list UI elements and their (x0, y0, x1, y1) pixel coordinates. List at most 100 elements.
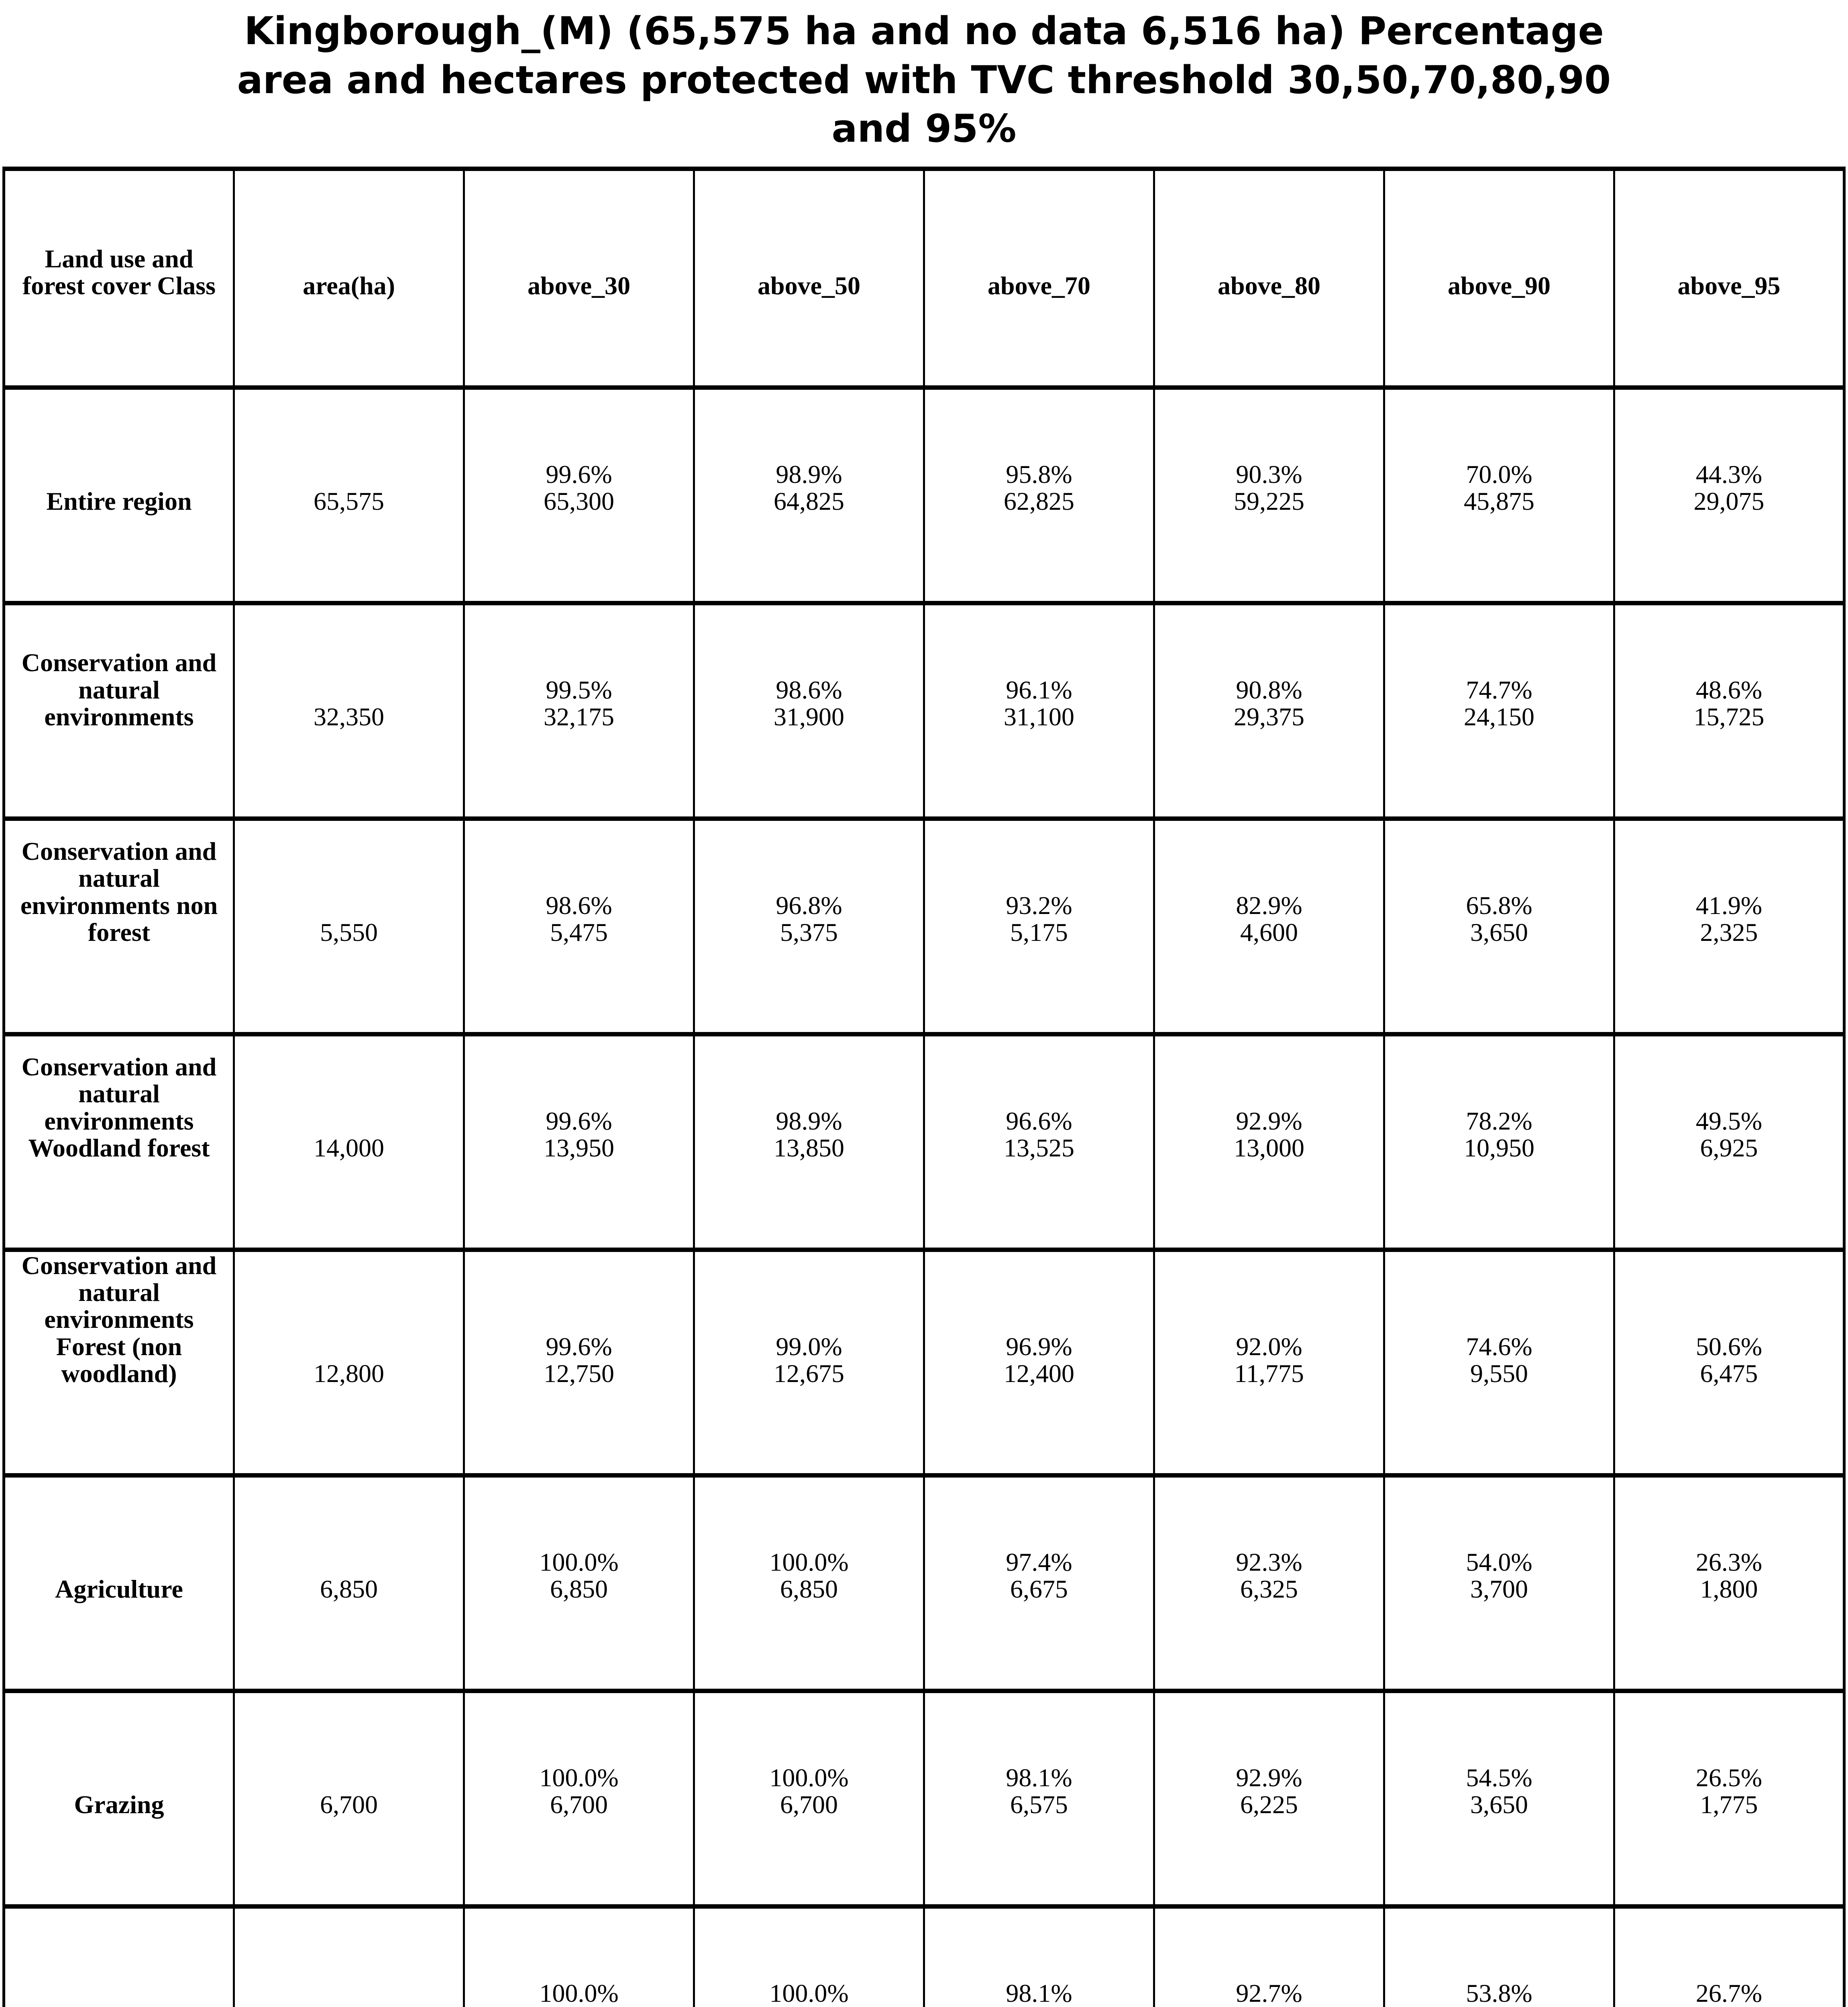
pct-cell: 92.0% 11,775 (1153, 1248, 1385, 1478)
pct-cell: 49.5% 6,925 (1613, 1032, 1845, 1252)
ha-value: 12,750 (544, 1359, 614, 1388)
column-header-above-50: above_50 (693, 167, 925, 390)
area-cell: 14,000 (233, 1032, 465, 1252)
area-cell: 6,850 (233, 1473, 465, 1693)
pct-cell: 99.0% 12,675 (693, 1248, 925, 1478)
pct-cell: 54.5% 3,650 (1383, 1688, 1615, 1909)
pct-cell: 98.6% 5,475 (463, 816, 695, 1036)
class-cell: Agriculture (3, 1473, 235, 1693)
ha-value: 6,675 (1010, 1574, 1068, 1603)
pct-value: 26.5% (1695, 1763, 1762, 1792)
pct-value: 90.8% (1236, 675, 1302, 704)
class-cell: Grazing non forest (3, 1904, 235, 2007)
column-header-above-95: above_95 (1613, 167, 1845, 390)
pct-cell: 100.0% 6,700 (463, 1688, 695, 1909)
column-header-above-30: above_30 (463, 167, 695, 390)
ha-value: 6,925 (1700, 1133, 1758, 1162)
pct-value: 78.2% (1466, 1106, 1532, 1135)
pct-value: 54.5% (1466, 1763, 1532, 1792)
pct-cell: 97.4% 6,675 (923, 1473, 1155, 1693)
ha-value: 13,850 (774, 1133, 844, 1162)
table-row: Conservation and natural environments 32… (3, 601, 1845, 821)
pct-value: 99.6% (546, 460, 612, 489)
table-row: Entire region 65,575 99.6% 65,300 98.9% 64… (3, 385, 1845, 605)
pct-cell: 90.8% 29,375 (1153, 601, 1385, 821)
pct-value: 65.8% (1466, 891, 1532, 920)
class-cell: Conservation and natural environments no… (3, 816, 235, 1036)
pct-cell: 98.9% 64,825 (693, 385, 925, 605)
ha-value: 11,775 (1234, 1359, 1304, 1388)
pct-cell: 92.7%6,075 (1153, 1904, 1385, 2007)
ha-value: 15,725 (1693, 702, 1764, 731)
pct-cell: 78.2% 10,950 (1383, 1032, 1615, 1252)
pct-cell: 96.8% 5,375 (693, 816, 925, 1036)
pct-cell: 26.7%1,750 (1613, 1904, 1845, 2007)
pct-value: 100.0% (769, 1979, 849, 2007)
pct-cell: 26.3% 1,800 (1613, 1473, 1845, 1693)
ha-value: 62,825 (1004, 486, 1074, 515)
pct-cell: 92.3% 6,325 (1153, 1473, 1385, 1693)
class-cell: Grazing (3, 1688, 235, 1909)
ha-value: 29,375 (1234, 702, 1304, 731)
table-row: Agriculture 6,850 100.0% 6,850 100.0% 6,85… (3, 1473, 1845, 1693)
pct-value: 100.0% (539, 1763, 619, 1792)
pct-value: 44.3% (1695, 460, 1762, 489)
pct-cell: 65.8% 3,650 (1383, 816, 1615, 1036)
pct-cell: 98.1% 6,575 (923, 1688, 1155, 1909)
pct-value: 99.6% (546, 1332, 612, 1361)
pct-value: 96.8% (776, 891, 842, 920)
ha-value: 64,825 (774, 486, 844, 515)
pct-value: 92.7% (1236, 1979, 1302, 2007)
ha-value: 1,800 (1700, 1574, 1758, 1603)
ha-value: 6,700 (550, 1790, 608, 1819)
pct-value: 100.0% (769, 1547, 849, 1576)
table-row: Conservation and natural environments Fo… (3, 1248, 1845, 1478)
pct-value: 96.9% (1006, 1332, 1072, 1361)
area-cell: 6,700 (233, 1688, 465, 1909)
ha-value: 5,175 (1010, 918, 1068, 947)
ha-value: 3,650 (1470, 918, 1528, 947)
ha-value: 10,950 (1464, 1133, 1534, 1162)
pct-value: 92.0% (1236, 1332, 1302, 1361)
ha-value: 6,225 (1240, 1790, 1298, 1819)
table-header-row: Land use and forest cover Class area(ha)… (3, 167, 1845, 390)
ha-value: 6,475 (1700, 1359, 1758, 1388)
class-cell: Entire region (3, 385, 235, 605)
pct-cell: 82.9% 4,600 (1153, 816, 1385, 1036)
pct-cell: 99.6% 13,950 (463, 1032, 695, 1252)
ha-value: 13,525 (1004, 1133, 1074, 1162)
pct-value: 96.1% (1006, 675, 1072, 704)
class-cell: Conservation and natural environments Fo… (3, 1248, 235, 1478)
pct-value: 90.3% (1236, 460, 1302, 489)
ha-value: 3,650 (1470, 1790, 1528, 1819)
pct-cell: 99.6% 12,750 (463, 1248, 695, 1478)
pct-value: 98.9% (776, 1106, 842, 1135)
ha-value: 6,850 (780, 1574, 838, 1603)
ha-value: 6,850 (550, 1574, 608, 1603)
pct-value: 98.6% (776, 675, 842, 704)
column-header-class: Land use and forest cover Class (3, 167, 235, 390)
pct-cell: 74.7% 24,150 (1383, 601, 1615, 821)
ha-value: 59,225 (1234, 486, 1304, 515)
table-row: Grazing 6,700 100.0% 6,700 100.0% 6,700 98… (3, 1688, 1845, 1909)
ha-value: 45,875 (1464, 486, 1534, 515)
ha-value: 31,900 (774, 702, 844, 731)
column-header-above-90: above_90 (1383, 167, 1615, 390)
pct-value: 99.0% (776, 1332, 842, 1361)
ha-value: 31,100 (1004, 702, 1074, 731)
ha-value: 6,575 (1010, 1790, 1068, 1819)
ha-value: 9,550 (1470, 1359, 1528, 1388)
ha-value: 32,175 (544, 702, 614, 731)
ha-value: 5,375 (780, 918, 838, 947)
area-cell: 32,350 (233, 601, 465, 821)
pct-value: 48.6% (1695, 675, 1762, 704)
pct-cell: 93.2% 5,175 (923, 816, 1155, 1036)
ha-value: 4,600 (1240, 918, 1298, 947)
pct-cell: 26.5% 1,775 (1613, 1688, 1845, 1909)
pct-value: 98.9% (776, 460, 842, 489)
pct-value: 26.3% (1695, 1547, 1762, 1576)
ha-value: 5,475 (550, 918, 608, 947)
pct-cell: 92.9% 13,000 (1153, 1032, 1385, 1252)
area-cell: 6,550 (233, 1904, 465, 2007)
pct-value: 98.1% (1006, 1763, 1072, 1792)
